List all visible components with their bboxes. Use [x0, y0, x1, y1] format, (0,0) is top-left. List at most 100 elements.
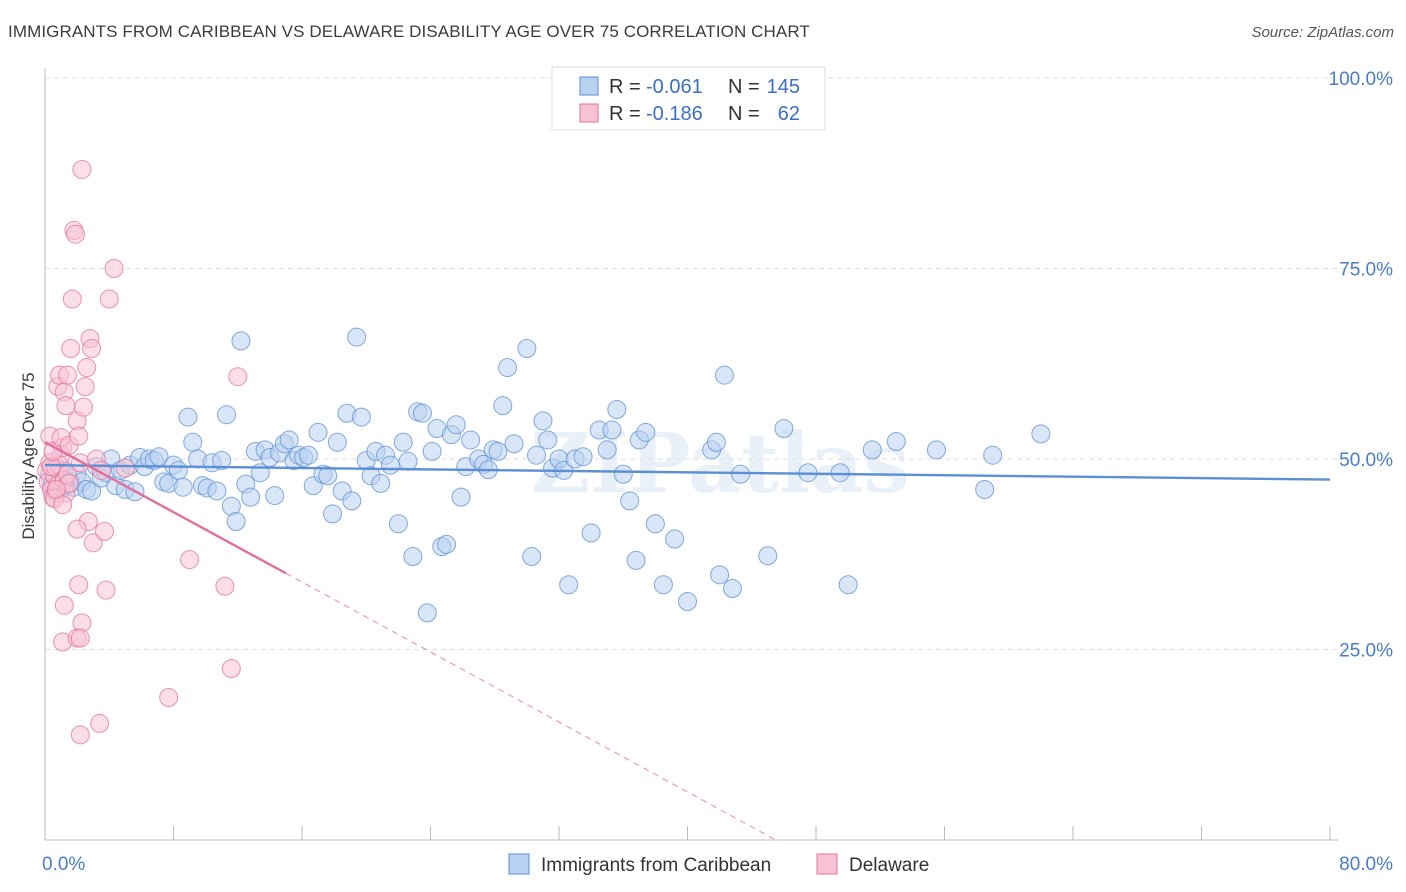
caribbean-point	[393, 432, 413, 452]
chart-source: Source: ZipAtlas.com	[1251, 24, 1394, 41]
caribbean-point	[488, 441, 508, 461]
caribbean-point	[231, 331, 251, 351]
caribbean-point	[758, 546, 778, 566]
delaware-point	[67, 519, 87, 539]
caribbean-point	[342, 491, 362, 511]
caribbean-point	[886, 431, 906, 451]
caribbean-point	[527, 445, 547, 465]
caribbean-point	[183, 432, 203, 452]
legend-n-label: N =	[728, 103, 760, 125]
caribbean-point	[308, 422, 328, 442]
caribbean-point	[613, 464, 633, 484]
caribbean-point	[168, 460, 188, 480]
legend-label-delaware: Delaware	[849, 855, 929, 876]
delaware-point	[82, 339, 102, 359]
caribbean-point	[665, 529, 685, 549]
caribbean-point	[388, 514, 408, 534]
y-tick-label: 25.0%	[1339, 641, 1393, 662]
caribbean-point	[706, 432, 726, 452]
delaware-point	[115, 458, 135, 478]
caribbean-point	[1031, 424, 1051, 444]
delaware-point	[70, 628, 90, 648]
delaware-point	[61, 339, 81, 359]
caribbean-point	[559, 575, 579, 595]
y-tick-label: 100.0%	[1329, 69, 1394, 90]
delaware-point	[70, 725, 90, 745]
delaware-point	[94, 521, 114, 541]
legend-r-label: R =	[609, 76, 641, 98]
caribbean-point	[318, 466, 338, 486]
delaware-point	[228, 367, 248, 387]
caribbean-point	[212, 451, 232, 471]
delaware-point	[104, 259, 124, 278]
delaware-point	[69, 575, 89, 595]
caribbean-point	[446, 415, 466, 435]
legend-label-caribbean: Immigrants from Caribbean	[541, 855, 771, 876]
caribbean-point	[830, 463, 850, 483]
delaware-point	[62, 289, 82, 309]
chart-title: IMMIGRANTS FROM CARIBBEAN VS DELAWARE DI…	[8, 22, 810, 41]
legend-n-label: N =	[728, 76, 760, 98]
caribbean-point	[217, 405, 237, 425]
caribbean-point	[602, 420, 622, 440]
delaware-point	[215, 576, 235, 596]
caribbean-point	[522, 547, 542, 567]
caribbean-point	[607, 399, 627, 419]
legend-n-value: 145	[767, 76, 800, 98]
tick-labels: 100.0% 75.0% 50.0% 25.0% 0.0% 80.0% Disability…	[19, 69, 1393, 875]
delaware-point	[74, 397, 94, 417]
legend-n-value: 62	[778, 103, 800, 125]
caribbean-point	[351, 407, 371, 427]
caribbean-point	[403, 547, 423, 567]
delaware-point	[221, 659, 241, 679]
caribbean-point	[626, 550, 646, 570]
caribbean-point	[573, 447, 593, 467]
caribbean-point	[975, 479, 995, 499]
caribbean-point	[926, 440, 946, 460]
caribbean-point	[504, 434, 524, 454]
delaware-trend-line	[44, 441, 287, 575]
caribbean-point	[862, 440, 882, 460]
caribbean-point	[731, 464, 751, 484]
legend-swatch	[508, 853, 530, 875]
trend-lines	[44, 441, 1331, 841]
grid-lines	[45, 77, 1360, 650]
caribbean-point	[82, 481, 102, 501]
caribbean-point	[173, 477, 193, 497]
delaware-point	[77, 358, 97, 378]
delaware-point	[159, 688, 179, 708]
caribbean-point	[517, 339, 537, 359]
caribbean-point	[774, 419, 794, 439]
legend-r-label: R =	[609, 103, 641, 125]
caribbean-point	[347, 327, 367, 347]
delaware-point	[72, 159, 92, 179]
delaware-point	[69, 426, 89, 446]
stats-legend: R = -0.061 N = 145 R = -0.186 N = 62	[551, 66, 826, 131]
delaware-point	[99, 289, 119, 309]
caribbean-point	[323, 504, 343, 524]
caribbean-point	[538, 430, 558, 450]
caribbean-point	[533, 411, 553, 431]
caribbean-point	[581, 523, 601, 543]
legend-r-value: -0.061	[646, 76, 703, 98]
x-tick-label: 0.0%	[42, 854, 85, 875]
caribbean-point	[678, 591, 697, 611]
delaware-point	[66, 224, 86, 244]
caribbean-point	[398, 451, 418, 471]
caribbean-point	[371, 473, 391, 493]
y-tick-label: 75.0%	[1339, 260, 1393, 281]
delaware-point	[83, 533, 103, 553]
caribbean-point	[636, 422, 656, 442]
caribbean-trend-line	[44, 463, 1331, 481]
caribbean-point	[620, 491, 640, 511]
caribbean-point	[207, 481, 227, 501]
legend-swatch	[579, 103, 599, 123]
caribbean-point	[380, 455, 400, 475]
delaware-point	[180, 550, 200, 570]
y-tick-label: 50.0%	[1339, 450, 1393, 471]
caribbean-point	[710, 565, 730, 585]
delaware-point	[96, 580, 116, 600]
caribbean-point	[838, 575, 858, 595]
caribbean-point	[722, 579, 742, 599]
